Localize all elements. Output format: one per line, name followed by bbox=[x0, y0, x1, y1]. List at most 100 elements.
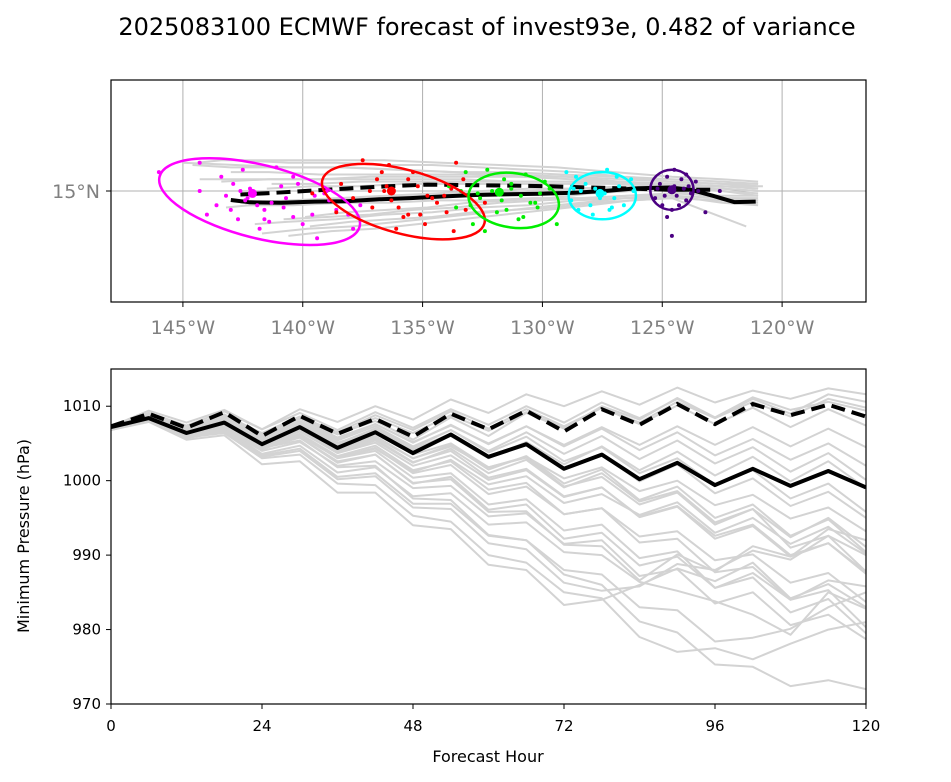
ensemble-position-point bbox=[571, 186, 576, 191]
map-plot-content bbox=[156, 156, 763, 247]
ensemble-position-point bbox=[528, 200, 533, 205]
ensemble-position-point bbox=[674, 193, 679, 198]
ensemble-position-point bbox=[693, 179, 698, 184]
pressure-x-tick-label: 120 bbox=[852, 717, 881, 735]
ensemble-position-point bbox=[262, 217, 267, 222]
pressure-y-tick-label: 970 bbox=[72, 695, 101, 713]
ensemble-position-point bbox=[463, 207, 468, 212]
map-x-tick-label: 125°W bbox=[630, 317, 695, 339]
pressure-x-tick-label: 48 bbox=[403, 717, 422, 735]
pressure-ticks: 0 24 48 72 96 120 970 980 990 1000 1010 bbox=[63, 397, 881, 735]
ensemble-position-point bbox=[509, 181, 514, 186]
uncertainty-ellipse bbox=[157, 156, 362, 247]
ensemble-position-point bbox=[451, 229, 456, 234]
ensemble-position-point bbox=[236, 217, 240, 222]
ensemble-position-point bbox=[296, 181, 300, 186]
ensemble-position-point bbox=[684, 198, 689, 203]
uncertainty-ellipse bbox=[467, 171, 561, 230]
ellipse-center-point bbox=[494, 187, 504, 197]
ensemble-position-point bbox=[461, 177, 466, 182]
ensemble-position-point bbox=[370, 205, 375, 210]
ensemble-position-point bbox=[435, 200, 439, 205]
ensemble-position-point bbox=[406, 177, 411, 182]
ensemble-position-point bbox=[300, 222, 305, 227]
pressure-plot-content bbox=[111, 386, 866, 691]
ensemble-position-point bbox=[214, 203, 219, 208]
ensemble-position-point bbox=[315, 236, 320, 241]
ensemble-position-point bbox=[502, 177, 507, 182]
ensemble-position-point bbox=[665, 174, 670, 179]
ensemble-position-point bbox=[518, 193, 523, 198]
ensemble-pressure-line bbox=[111, 418, 866, 636]
ensemble-position-point bbox=[339, 181, 344, 186]
ensemble-position-point bbox=[384, 184, 389, 189]
ensemble-position-point bbox=[401, 215, 406, 219]
ensemble-position-point bbox=[360, 158, 365, 163]
ensemble-position-point bbox=[267, 219, 272, 224]
ensemble-position-point bbox=[425, 193, 430, 198]
ensemble-position-point bbox=[590, 212, 595, 217]
ensemble-position-point bbox=[334, 210, 339, 215]
ensemble-position-point bbox=[257, 226, 262, 231]
pressure-y-tick-label: 1000 bbox=[63, 472, 101, 490]
ensemble-position-point bbox=[310, 212, 315, 217]
ensemble-position-point bbox=[442, 193, 447, 198]
ensemble-position-point bbox=[717, 189, 722, 193]
ensemble-position-point bbox=[475, 191, 480, 196]
ensemble-position-point bbox=[351, 226, 356, 231]
deterministic-track bbox=[230, 185, 756, 205]
ensemble-position-point bbox=[482, 200, 487, 205]
map-x-tick-label: 145°W bbox=[151, 317, 216, 339]
ensemble-position-point bbox=[231, 181, 236, 186]
ensemble-position-point bbox=[679, 177, 684, 182]
pressure-x-tick-label: 0 bbox=[106, 717, 116, 735]
ensemble-pressure-line bbox=[111, 420, 866, 592]
ensemble-position-point bbox=[351, 196, 356, 201]
ensemble-position-point bbox=[574, 174, 578, 179]
ensemble-position-point bbox=[224, 193, 228, 198]
ensemble-position-point bbox=[696, 189, 701, 193]
ensemble-position-point bbox=[669, 233, 674, 238]
ensemble-position-point bbox=[281, 205, 286, 210]
chart-title: 2025083100 ECMWF forecast of invest93e, … bbox=[118, 13, 855, 41]
ensemble-position-point bbox=[243, 198, 248, 203]
ensemble-pressure-line bbox=[111, 419, 866, 643]
map-x-tick-label: 130°W bbox=[510, 317, 575, 339]
ensemble-position-point bbox=[681, 186, 686, 191]
ensemble-position-point bbox=[593, 186, 598, 191]
uncertainty-ellipse bbox=[320, 162, 487, 241]
ensemble-pressure-line bbox=[111, 420, 866, 555]
x-axis-label: Forecast Hour bbox=[432, 747, 544, 766]
ellipse-center-point bbox=[667, 185, 677, 195]
ensemble-position-point bbox=[504, 207, 509, 212]
ensemble-position-point bbox=[490, 189, 495, 193]
map-tick-labels: 145°W 140°W 135°W 130°W 125°W 120°W 15°N bbox=[52, 181, 814, 339]
ensemble-position-point bbox=[617, 184, 622, 189]
pressure-y-tick-label: 990 bbox=[72, 546, 101, 564]
ensemble-pressure-line bbox=[111, 417, 866, 582]
ensemble-position-point bbox=[499, 198, 504, 203]
ensemble-position-point bbox=[677, 203, 681, 208]
ensemble-position-point bbox=[291, 174, 296, 179]
uncertainty-ellipse bbox=[649, 168, 695, 212]
ensemble-position-point bbox=[703, 210, 708, 215]
ensemble-position-point bbox=[415, 184, 420, 189]
ensemble-position-point bbox=[665, 215, 670, 219]
deterministic-pressure-line bbox=[111, 416, 866, 490]
ellipse-center-point bbox=[247, 188, 257, 198]
ensemble-track bbox=[197, 159, 759, 183]
map-x-tick-label: 120°W bbox=[750, 317, 815, 339]
ensemble-position-point bbox=[382, 189, 387, 193]
ensemble-position-point bbox=[509, 186, 514, 191]
map-x-tick-label: 140°W bbox=[270, 317, 335, 339]
ensemble-position-point bbox=[535, 205, 540, 210]
ensemble-position-point bbox=[375, 177, 379, 182]
ensemble-position-point bbox=[533, 200, 538, 205]
ensemble-position-point bbox=[423, 222, 427, 227]
ensemble-position-point bbox=[197, 189, 202, 193]
ensemble-position-point bbox=[394, 226, 399, 231]
ensemble-position-point bbox=[219, 174, 224, 179]
ensemble-position-point bbox=[564, 170, 569, 175]
ensemble-position-point bbox=[657, 181, 662, 186]
ensemble-position-point bbox=[521, 215, 526, 219]
